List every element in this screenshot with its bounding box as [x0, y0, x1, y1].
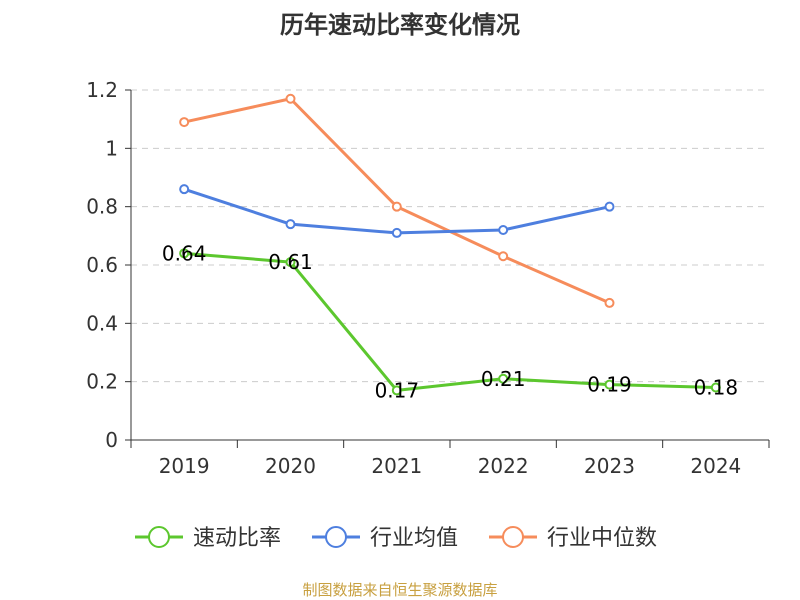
y-tick-label: 1.2: [86, 78, 118, 102]
data-point[interactable]: [604, 201, 615, 212]
legend-item[interactable]: 速动比率: [135, 526, 281, 551]
legend[interactable]: 速动比率 行业均值 行业中位数: [135, 526, 657, 551]
data-point[interactable]: [179, 248, 190, 259]
y-tick-label: 0: [105, 428, 118, 452]
x-tick-label: 2023: [584, 454, 635, 478]
series: [179, 93, 721, 396]
y-tick-label: 1: [105, 136, 118, 160]
y-tick-label: 0.6: [86, 253, 118, 277]
data-label: 0.21: [481, 367, 526, 391]
data-point[interactable]: [604, 379, 615, 390]
legend-item[interactable]: 行业中位数: [489, 526, 657, 551]
data-point[interactable]: [710, 382, 721, 393]
x-tick-label: 2022: [478, 454, 529, 478]
data-point[interactable]: [498, 251, 509, 262]
data-point[interactable]: [391, 385, 402, 396]
y-tick-label: 0.8: [86, 195, 118, 219]
legend-marker: [325, 526, 347, 548]
x-tick-label: 2020: [265, 454, 316, 478]
grid-lines: [131, 89, 769, 383]
data-point[interactable]: [179, 184, 190, 195]
legend-marker: [502, 526, 524, 548]
data-point[interactable]: [285, 257, 296, 268]
legend-label: 行业均值: [370, 526, 458, 551]
legend-label: 速动比率: [193, 526, 281, 551]
chart-title: 历年速动比率变化情况: [280, 11, 520, 39]
legend-label: 行业中位数: [547, 526, 657, 551]
x-tick-label: 2019: [159, 454, 210, 478]
axes: 0 0.2 0.4 0.6 0.8 1 1.2 2019 2020 2021 2022 2023 202…: [86, 78, 770, 478]
data-point[interactable]: [285, 219, 296, 230]
data-point[interactable]: [391, 227, 402, 238]
data-point[interactable]: [498, 225, 509, 235]
data-point[interactable]: [498, 373, 509, 384]
y-tick-label: 0.4: [86, 311, 118, 335]
x-tick-label: 2021: [371, 454, 422, 478]
data-point[interactable]: [604, 297, 615, 308]
data-point[interactable]: [285, 93, 296, 104]
data-label: 0.64: [162, 241, 207, 265]
data-label: 0.18: [694, 376, 739, 400]
legend-marker: [148, 526, 170, 548]
data-point[interactable]: [391, 201, 402, 212]
data-label: 0.61: [268, 250, 313, 274]
legend-item[interactable]: 行业均值: [312, 526, 458, 551]
y-tick-label: 0.2: [86, 370, 118, 394]
data-point[interactable]: [179, 117, 190, 128]
x-tick-label: 2024: [690, 454, 741, 478]
series-line: [183, 97, 611, 305]
data-label: 0.17: [375, 378, 420, 402]
series-line: [184, 251, 716, 392]
data-labels: 0.64 0.61 0.17 0.21 0.19 0.18: [162, 241, 738, 402]
source-note: 制图数据来自恒生聚源数据库: [302, 581, 497, 599]
data-label: 0.19: [587, 373, 632, 397]
